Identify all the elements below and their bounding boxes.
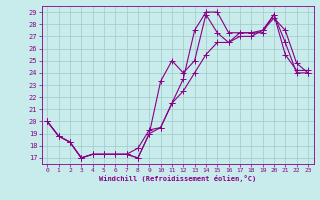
- X-axis label: Windchill (Refroidissement éolien,°C): Windchill (Refroidissement éolien,°C): [99, 175, 256, 182]
